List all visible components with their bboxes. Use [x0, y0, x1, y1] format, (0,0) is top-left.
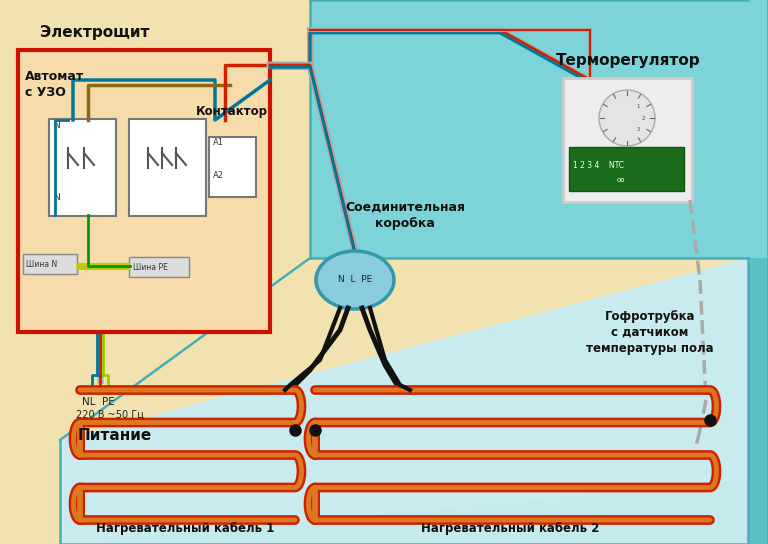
Polygon shape: [748, 258, 768, 544]
Text: N  L  PE: N L PE: [338, 275, 372, 285]
Text: Гофротрубка
с датчиком
температуры пола: Гофротрубка с датчиком температуры пола: [586, 310, 713, 355]
Text: Соединительная
коробка: Соединительная коробка: [345, 201, 465, 230]
Text: 3: 3: [637, 127, 640, 132]
Polygon shape: [0, 258, 310, 440]
Text: Терморегулятор: Терморегулятор: [556, 53, 700, 68]
Text: Шина PE: Шина PE: [133, 263, 168, 272]
FancyBboxPatch shape: [129, 119, 206, 216]
Text: 220 В ~50 Гц: 220 В ~50 Гц: [76, 410, 144, 420]
Polygon shape: [60, 258, 748, 544]
FancyBboxPatch shape: [209, 137, 256, 197]
Text: N: N: [53, 121, 60, 130]
Text: Нагревательный кабель 2: Нагревательный кабель 2: [421, 522, 599, 535]
Text: N: N: [53, 193, 60, 202]
Text: 1 2 3 4    NTC: 1 2 3 4 NTC: [573, 161, 624, 170]
Text: Питание: Питание: [78, 428, 152, 443]
FancyBboxPatch shape: [49, 119, 116, 216]
Text: A1: A1: [213, 138, 224, 147]
FancyBboxPatch shape: [569, 147, 684, 191]
Text: Автомат
с УЗО: Автомат с УЗО: [25, 70, 84, 99]
Text: Контактор: Контактор: [196, 105, 268, 118]
Polygon shape: [60, 258, 748, 544]
Text: 1: 1: [637, 104, 640, 109]
FancyBboxPatch shape: [23, 254, 77, 274]
Text: Нагревательный кабель 1: Нагревательный кабель 1: [96, 522, 274, 535]
FancyBboxPatch shape: [18, 50, 270, 332]
Polygon shape: [310, 0, 768, 258]
Text: 2: 2: [641, 115, 645, 121]
Text: оо: оо: [617, 177, 625, 183]
Text: Электрощит: Электрощит: [40, 25, 150, 40]
Ellipse shape: [316, 251, 394, 309]
Text: Шина N: Шина N: [26, 260, 58, 269]
Circle shape: [599, 90, 655, 146]
Text: A2: A2: [213, 171, 224, 180]
Text: NL  PE: NL PE: [82, 397, 114, 407]
FancyBboxPatch shape: [129, 257, 189, 277]
FancyBboxPatch shape: [563, 78, 692, 202]
